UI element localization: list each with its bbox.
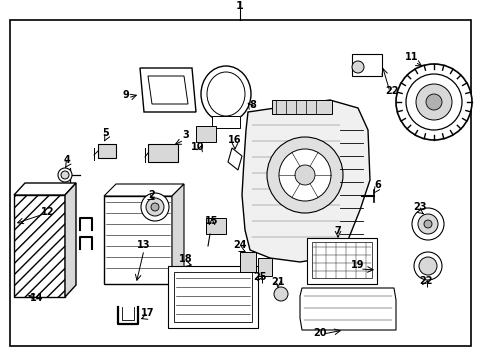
Text: 10: 10 bbox=[191, 142, 204, 152]
Text: 2: 2 bbox=[148, 190, 155, 200]
Text: 1: 1 bbox=[236, 1, 244, 11]
Circle shape bbox=[417, 214, 437, 234]
Text: 25: 25 bbox=[253, 272, 266, 282]
Text: 7: 7 bbox=[334, 226, 341, 236]
Circle shape bbox=[411, 208, 443, 240]
Ellipse shape bbox=[206, 72, 244, 116]
Polygon shape bbox=[14, 183, 76, 195]
Bar bbox=[174, 272, 251, 322]
Bar bbox=[306, 238, 376, 284]
Circle shape bbox=[61, 171, 69, 179]
Polygon shape bbox=[140, 68, 196, 112]
Circle shape bbox=[294, 165, 314, 185]
Polygon shape bbox=[148, 76, 187, 104]
Bar bbox=[148, 144, 178, 162]
Bar bbox=[205, 218, 225, 234]
Circle shape bbox=[141, 193, 169, 221]
Bar bbox=[351, 54, 381, 76]
Circle shape bbox=[279, 149, 330, 201]
Circle shape bbox=[395, 64, 471, 140]
Circle shape bbox=[418, 257, 436, 275]
Bar bbox=[311, 242, 371, 278]
Circle shape bbox=[273, 287, 287, 301]
Ellipse shape bbox=[201, 66, 250, 122]
Bar bbox=[240, 252, 256, 272]
Polygon shape bbox=[14, 195, 65, 297]
Text: 8: 8 bbox=[249, 100, 256, 110]
Polygon shape bbox=[172, 184, 183, 284]
Circle shape bbox=[405, 74, 461, 130]
Text: 11: 11 bbox=[405, 52, 418, 62]
Circle shape bbox=[146, 198, 163, 216]
Polygon shape bbox=[227, 148, 242, 170]
Circle shape bbox=[351, 61, 363, 73]
Text: 18: 18 bbox=[179, 254, 192, 264]
Text: 14: 14 bbox=[30, 293, 43, 303]
Text: 9: 9 bbox=[122, 90, 129, 100]
Text: 16: 16 bbox=[228, 135, 241, 145]
Text: 22: 22 bbox=[385, 86, 398, 96]
Circle shape bbox=[151, 203, 159, 211]
Text: 21: 21 bbox=[271, 277, 284, 287]
Text: 22: 22 bbox=[418, 276, 432, 286]
Bar bbox=[258, 258, 271, 276]
Circle shape bbox=[413, 252, 441, 280]
Circle shape bbox=[58, 168, 72, 182]
Text: 15: 15 bbox=[205, 216, 218, 226]
Text: 12: 12 bbox=[41, 207, 55, 217]
Text: 5: 5 bbox=[102, 128, 109, 138]
Bar bbox=[168, 266, 258, 328]
Polygon shape bbox=[104, 184, 183, 196]
Text: 20: 20 bbox=[313, 328, 326, 338]
Bar bbox=[271, 100, 331, 114]
Circle shape bbox=[266, 137, 342, 213]
Text: 6: 6 bbox=[374, 180, 381, 190]
Bar bbox=[98, 144, 116, 158]
Text: 4: 4 bbox=[63, 155, 70, 165]
Text: 19: 19 bbox=[350, 260, 364, 270]
Text: 3: 3 bbox=[182, 130, 189, 140]
Text: 23: 23 bbox=[412, 202, 426, 212]
Text: 17: 17 bbox=[141, 308, 154, 318]
Polygon shape bbox=[299, 288, 395, 330]
Text: 24: 24 bbox=[233, 240, 246, 250]
Polygon shape bbox=[65, 183, 76, 297]
Circle shape bbox=[415, 84, 451, 120]
Polygon shape bbox=[242, 100, 369, 262]
Bar bbox=[212, 116, 240, 128]
Circle shape bbox=[423, 220, 431, 228]
Text: 13: 13 bbox=[137, 240, 150, 250]
Circle shape bbox=[425, 94, 441, 110]
Bar bbox=[104, 196, 172, 284]
Bar bbox=[196, 126, 216, 142]
